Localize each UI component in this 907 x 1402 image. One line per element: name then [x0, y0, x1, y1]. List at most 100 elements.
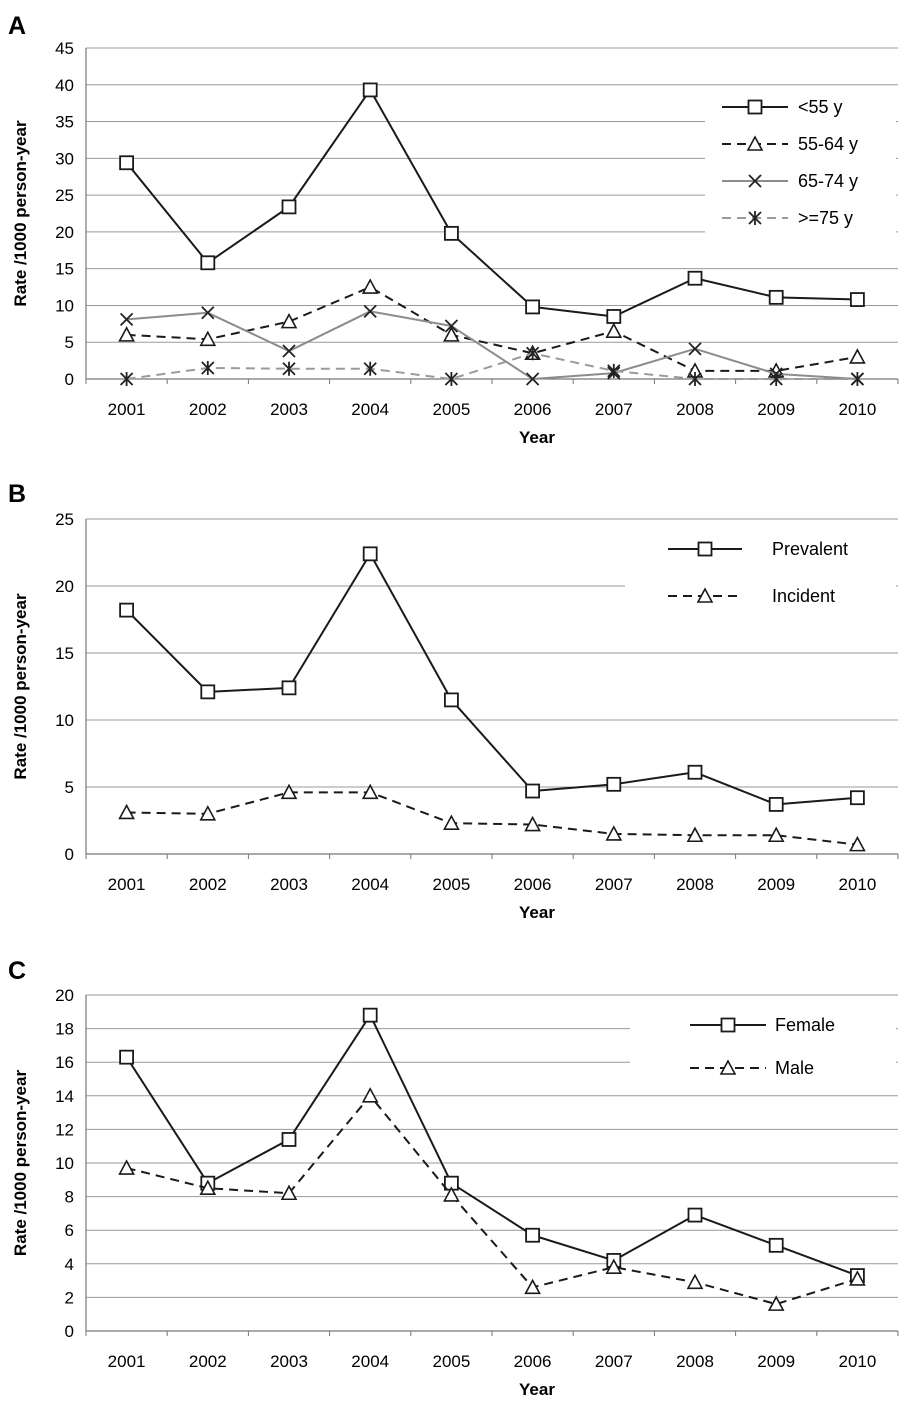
series-75-y-marker-star [282, 361, 296, 376]
series-55-64-y-marker-triangle [443, 326, 460, 342]
series-incident-line [126, 791, 858, 846]
y-tick-label: 10 [55, 1154, 74, 1173]
x-tick-label: 2009 [757, 400, 795, 419]
legend-entry: Prevalent [668, 539, 848, 559]
legend-entry: >=75 y [722, 208, 853, 228]
legend-background [705, 86, 896, 239]
y-tick-label: 8 [65, 1188, 74, 1207]
x-axis-title: Year [519, 428, 555, 447]
x-tick-label: 2010 [838, 400, 876, 419]
y-tick-label: 20 [55, 577, 74, 596]
series-55-y-marker-square [119, 155, 134, 171]
x-tick-label: 2009 [757, 1352, 795, 1371]
series-female-marker-square [687, 1207, 703, 1223]
series-55-64-y-line [126, 286, 858, 372]
y-tick-label: 10 [55, 296, 74, 315]
y-tick-label: 2 [65, 1288, 74, 1307]
series-65-74-y-marker-x [201, 306, 215, 320]
legend-entry: Male [690, 1058, 814, 1078]
series-female-marker-square [119, 1049, 134, 1065]
series-55-y-marker-square [687, 270, 703, 286]
series-male-marker-triangle [361, 1087, 379, 1103]
x-tick-label: 2001 [108, 1352, 146, 1371]
series-prevalent-marker-square [119, 602, 134, 618]
series-male-marker-triangle [524, 1278, 541, 1295]
series-female-marker-square [362, 1007, 378, 1023]
series-female-marker-square [281, 1132, 297, 1147]
x-tick-label: 2004 [351, 1352, 389, 1371]
x-tick-label: 2006 [514, 1352, 552, 1371]
series-55-y-marker-square [525, 299, 540, 315]
legend-marker-square [697, 541, 713, 557]
x-tick-label: 2007 [595, 875, 633, 894]
y-tick-label: 14 [55, 1087, 74, 1106]
x-tick-label: 2007 [595, 1352, 633, 1371]
x-tick-label: 2010 [838, 875, 876, 894]
y-tick-label: 20 [55, 223, 74, 242]
y-tick-label: 18 [55, 1020, 74, 1039]
series-75-y-marker-star [444, 372, 459, 386]
y-tick-label: 45 [55, 39, 74, 58]
series-55-y-marker-square [281, 199, 297, 215]
y-tick-label: 5 [65, 333, 74, 352]
series-55-y-marker-square [850, 292, 865, 307]
panel-a: A 0 5 10 15 20 25 30 35 40 45 2001 2002 2003 2004 2005 2… [8, 12, 899, 447]
series-65-74-y-marker-x [282, 344, 296, 358]
series-75-y-marker-star [688, 372, 702, 386]
x-axis-title: Year [519, 903, 555, 922]
series-55-y-marker-square [200, 255, 216, 271]
series-65-74-y-marker-x [688, 342, 702, 356]
series-male-marker-triangle [199, 1179, 217, 1195]
x-tick-label: 2008 [676, 875, 714, 894]
series-75-y-marker-star [201, 360, 215, 375]
x-tick-label: 2003 [270, 400, 308, 419]
legend-marker-triangle [719, 1059, 737, 1075]
x-tick-label: 2003 [270, 875, 308, 894]
y-tick-label: 40 [55, 76, 74, 95]
legend-entry: 65-74 y [722, 171, 858, 191]
panel-letter: C [8, 957, 26, 985]
x-tick-label: 2007 [595, 400, 633, 419]
x-tick-label: 2002 [189, 875, 227, 894]
series-55-y-marker-square [768, 289, 784, 305]
series-75-y-marker-star [363, 361, 377, 376]
y-tick-label: 5 [65, 778, 74, 797]
series-prevalent-marker-square [850, 790, 865, 806]
series-55-64-y-marker-triangle [199, 330, 217, 347]
x-tick-label: 2008 [676, 1352, 714, 1371]
legend-label: <55 y [798, 97, 843, 117]
series-prevalent-marker-square [687, 764, 703, 780]
series-55-64-y-marker-triangle [280, 312, 298, 329]
x-tick-label: 2009 [757, 875, 795, 894]
series-65-74-y-marker-x [119, 312, 134, 327]
x-tick-label: 2006 [514, 400, 552, 419]
series-male-marker-triangle [280, 1184, 298, 1201]
series-55-64-y-marker-triangle [849, 348, 866, 364]
x-tick-label: 2002 [189, 1352, 227, 1371]
legend-entry: Incident [668, 586, 835, 606]
series-55-64-y-marker-triangle [118, 326, 135, 342]
series-55-y-marker-square [606, 309, 622, 324]
series-male-marker-triangle [118, 1159, 135, 1175]
series-prevalent-line [125, 552, 858, 806]
legend-label: >=75 y [798, 208, 853, 228]
x-tick-label: 2005 [432, 875, 470, 894]
series-prevalent-marker-square [200, 684, 216, 700]
legend-label: Incident [772, 586, 835, 606]
legend-marker-triangle [746, 135, 764, 151]
series-prevalent-marker-square [443, 692, 459, 708]
series-incident-marker-triangle [524, 815, 541, 832]
y-tick-label: 0 [65, 1322, 74, 1341]
y-tick-label: 16 [55, 1053, 74, 1072]
series-male [118, 1087, 866, 1311]
y-tick-label: 0 [65, 370, 74, 389]
y-tick-label: 35 [55, 113, 74, 132]
y-tick-label: 10 [55, 711, 74, 730]
series-male-marker-triangle [849, 1270, 866, 1286]
series-incident-marker-triangle [767, 826, 785, 843]
x-tick-label: 2002 [189, 400, 227, 419]
y-tick-label: 25 [55, 186, 74, 205]
series-75-y [119, 346, 865, 386]
series-incident-marker-triangle [199, 805, 217, 821]
